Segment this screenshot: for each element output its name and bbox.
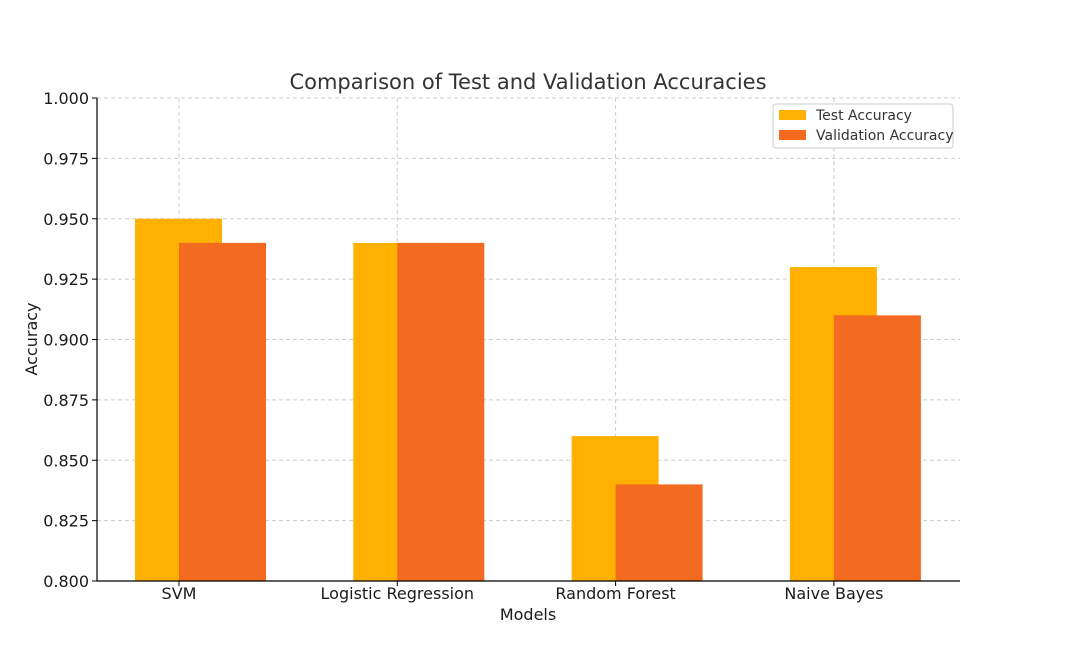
y-tick-label: 0.925 — [43, 270, 89, 289]
y-tick-label: 0.900 — [43, 331, 89, 350]
chart-title: Comparison of Test and Validation Accura… — [289, 70, 766, 94]
x-axis-ticks: SVM Logistic Regression Random Forest Naive… — [162, 581, 883, 603]
bar-validation-2 — [615, 484, 703, 581]
y-axis-title: Accuracy — [22, 302, 41, 375]
x-tick-label: SVM — [162, 584, 197, 603]
legend-box — [772, 103, 954, 149]
legend-label-validation-accuracy: Validation Accuracy — [816, 128, 954, 144]
y-axis-ticks: 0.800 0.825 0.850 0.875 0.900 0.925 0.950 0.975… — [43, 89, 97, 591]
y-tick-label: 0.850 — [43, 451, 89, 470]
legend: Test Accuracy Validation Accuracy — [772, 103, 954, 149]
bar-validation-1 — [397, 242, 485, 581]
legend-swatch-test-accuracy — [779, 110, 806, 120]
y-tick-label: 0.825 — [43, 512, 89, 531]
x-axis-title: Models — [500, 605, 556, 624]
legend-label-test-accuracy: Test Accuracy — [815, 108, 912, 124]
x-tick-label: Naive Bayes — [784, 584, 883, 603]
legend-swatch-validation-accuracy — [779, 130, 806, 140]
y-tick-label: 1.000 — [43, 89, 89, 108]
x-tick-label: Random Forest — [555, 584, 675, 603]
bar-validation-3 — [833, 315, 921, 581]
x-tick-label: Logistic Regression — [321, 584, 474, 603]
y-tick-label: 0.800 — [43, 572, 89, 591]
y-tick-label: 0.975 — [43, 149, 89, 168]
bars — [135, 218, 921, 581]
y-tick-label: 0.950 — [43, 210, 89, 229]
y-tick-label: 0.875 — [43, 391, 89, 410]
bar-validation-0 — [179, 242, 266, 581]
